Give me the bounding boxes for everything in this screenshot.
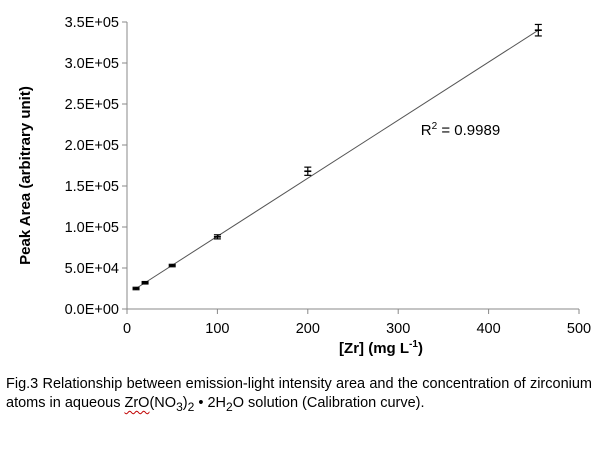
y-tick-label: 5.0E+04 [65,261,119,277]
y-tick-label: 2.5E+05 [65,97,119,113]
data-points [132,23,542,291]
plot-frame [126,22,579,310]
y-tick-label: 3.0E+05 [65,56,119,72]
x-tick-label: 500 [567,321,591,337]
x-axis-title: [Zr] (mg L-1) [339,339,423,357]
data-point [213,234,221,240]
data-point [132,286,140,291]
data-point [168,263,176,268]
x-tick-label: 200 [296,321,320,337]
x-tick-label: 0 [123,321,131,337]
r-squared-annotation: R2 = 0.9989 [421,121,500,139]
caption-text-part2: O solution (Calibration curve). [232,395,425,411]
y-axis: 0.0E+00 5.0E+04 1.0E+05 1.5E+05 2.0E+05 2.5E+… [65,15,127,318]
caption-text-part1: Fig.3 Relationship between emission-ligh… [6,376,592,411]
x-tick-label: 400 [476,321,500,337]
data-point [534,23,542,37]
trendline-layer [135,29,539,289]
x-tick-label: 300 [386,321,410,337]
x-tick-label: 100 [205,321,229,337]
y-tick-label: 1.5E+05 [65,179,119,195]
caption-formula-nitrate: (NO [149,395,177,411]
calibration-chart: 0.0E+00 5.0E+04 1.0E+05 1.5E+05 2.0E+05 2.5E+… [17,15,591,357]
data-point [304,166,312,176]
y-axis-title: Peak Area (arbitrary unit) [17,86,34,265]
y-tick-label: 2.0E+05 [65,138,119,154]
data-point [141,280,149,285]
y-tick-label: 3.5E+05 [65,15,119,31]
caption-formula: ZrO [124,395,150,411]
y-tick-label: 0.0E+00 [65,302,119,318]
figure-caption: Fig.3 Relationship between emission-ligh… [6,376,592,414]
trendline [135,29,539,289]
y-tick-label: 1.0E+05 [65,220,119,236]
x-axis: 0 100 200 300 400 500 [123,309,591,337]
